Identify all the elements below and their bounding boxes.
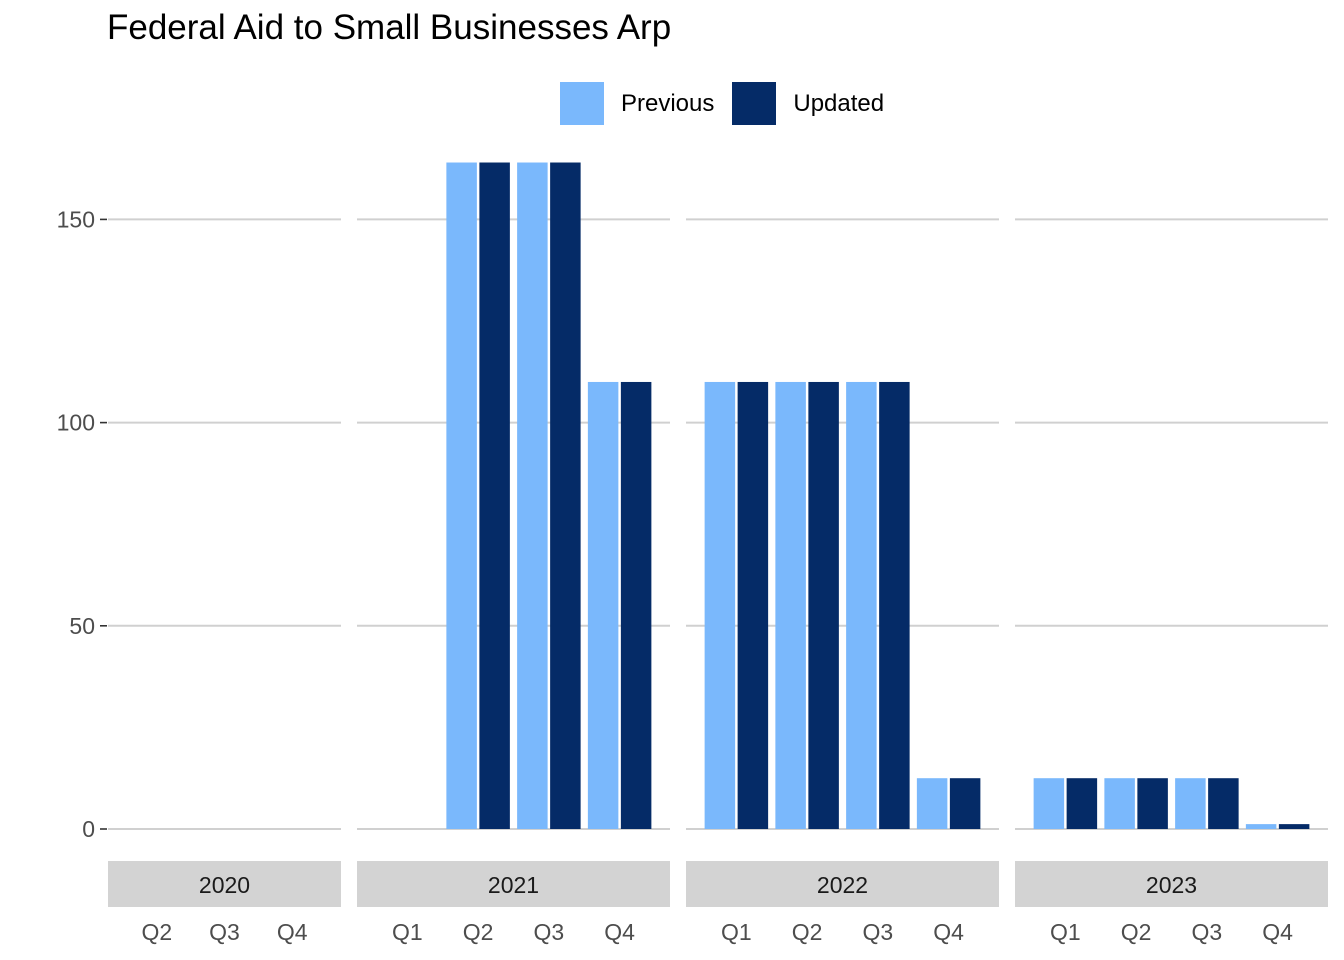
facet-strip xyxy=(686,861,999,907)
y-tick-label: 50 xyxy=(69,613,95,639)
bar-updated-2022-q2 xyxy=(808,381,839,829)
y-tick-label: 0 xyxy=(82,816,95,842)
bar-previous-2023-q2 xyxy=(1104,778,1135,829)
bar-updated-2022-q3 xyxy=(879,381,910,829)
facet-strip-label: 2022 xyxy=(817,872,868,898)
bar-updated-2021-q2 xyxy=(479,162,510,830)
x-tick-label: Q4 xyxy=(604,919,635,945)
bar-previous-2022-q1 xyxy=(704,381,736,829)
x-tick-label: Q4 xyxy=(1262,919,1293,945)
x-tick-label: Q3 xyxy=(534,919,565,945)
bar-previous-2022-q4 xyxy=(916,778,948,829)
bar-updated-2023-q2 xyxy=(1137,778,1168,829)
x-tick-label: Q2 xyxy=(792,919,823,945)
x-tick-label: Q4 xyxy=(933,919,964,945)
x-tick-label: Q1 xyxy=(392,919,423,945)
bar-updated-2022-q4 xyxy=(949,778,981,829)
bar-previous-2021-q3 xyxy=(517,162,548,830)
x-tick-label: Q3 xyxy=(863,919,894,945)
bar-previous-2021-q4 xyxy=(587,381,619,829)
bar-previous-2023-q4 xyxy=(1245,824,1277,829)
facet-strip-label: 2021 xyxy=(488,872,539,898)
legend-label-previous: Previous xyxy=(621,89,715,117)
x-tick-label: Q2 xyxy=(1121,919,1152,945)
x-tick-label: Q1 xyxy=(721,919,752,945)
bar-previous-2023-q1 xyxy=(1033,778,1065,829)
legend-item-previous: Previous xyxy=(560,82,714,125)
bar-updated-2023-q1 xyxy=(1066,778,1098,829)
bar-updated-2023-q3 xyxy=(1208,778,1239,829)
bar-previous-2022-q3 xyxy=(846,381,877,829)
bar-updated-2021-q3 xyxy=(550,162,581,830)
bar-updated-2023-q4 xyxy=(1278,824,1310,829)
facet-strip-label: 2020 xyxy=(199,872,250,898)
bar-previous-2021-q2 xyxy=(446,162,477,830)
x-tick-label: Q2 xyxy=(463,919,494,945)
legend: Previous Updated xyxy=(560,82,902,125)
bar-updated-2022-q1 xyxy=(737,381,769,829)
x-tick-label: Q3 xyxy=(209,919,240,945)
facet-strip xyxy=(108,861,341,907)
bar-previous-2023-q3 xyxy=(1175,778,1206,829)
legend-item-updated: Updated xyxy=(732,82,884,125)
bar-updated-2021-q4 xyxy=(620,381,652,829)
facet-strip-label: 2023 xyxy=(1146,872,1197,898)
x-tick-label: Q1 xyxy=(1050,919,1081,945)
legend-key-updated xyxy=(732,82,777,125)
facet-strip xyxy=(357,861,670,907)
x-tick-label: Q2 xyxy=(141,919,172,945)
y-tick-label: 100 xyxy=(57,410,95,436)
y-tick-label: 150 xyxy=(57,206,95,232)
legend-label-updated: Updated xyxy=(793,89,885,117)
chart-title: Federal Aid to Small Businesses Arp xyxy=(107,8,672,47)
x-tick-label: Q4 xyxy=(277,919,308,945)
bar-previous-2022-q2 xyxy=(775,381,806,829)
x-tick-label: Q3 xyxy=(1192,919,1223,945)
legend-key-previous xyxy=(560,82,604,125)
facet-strip xyxy=(1015,861,1328,907)
